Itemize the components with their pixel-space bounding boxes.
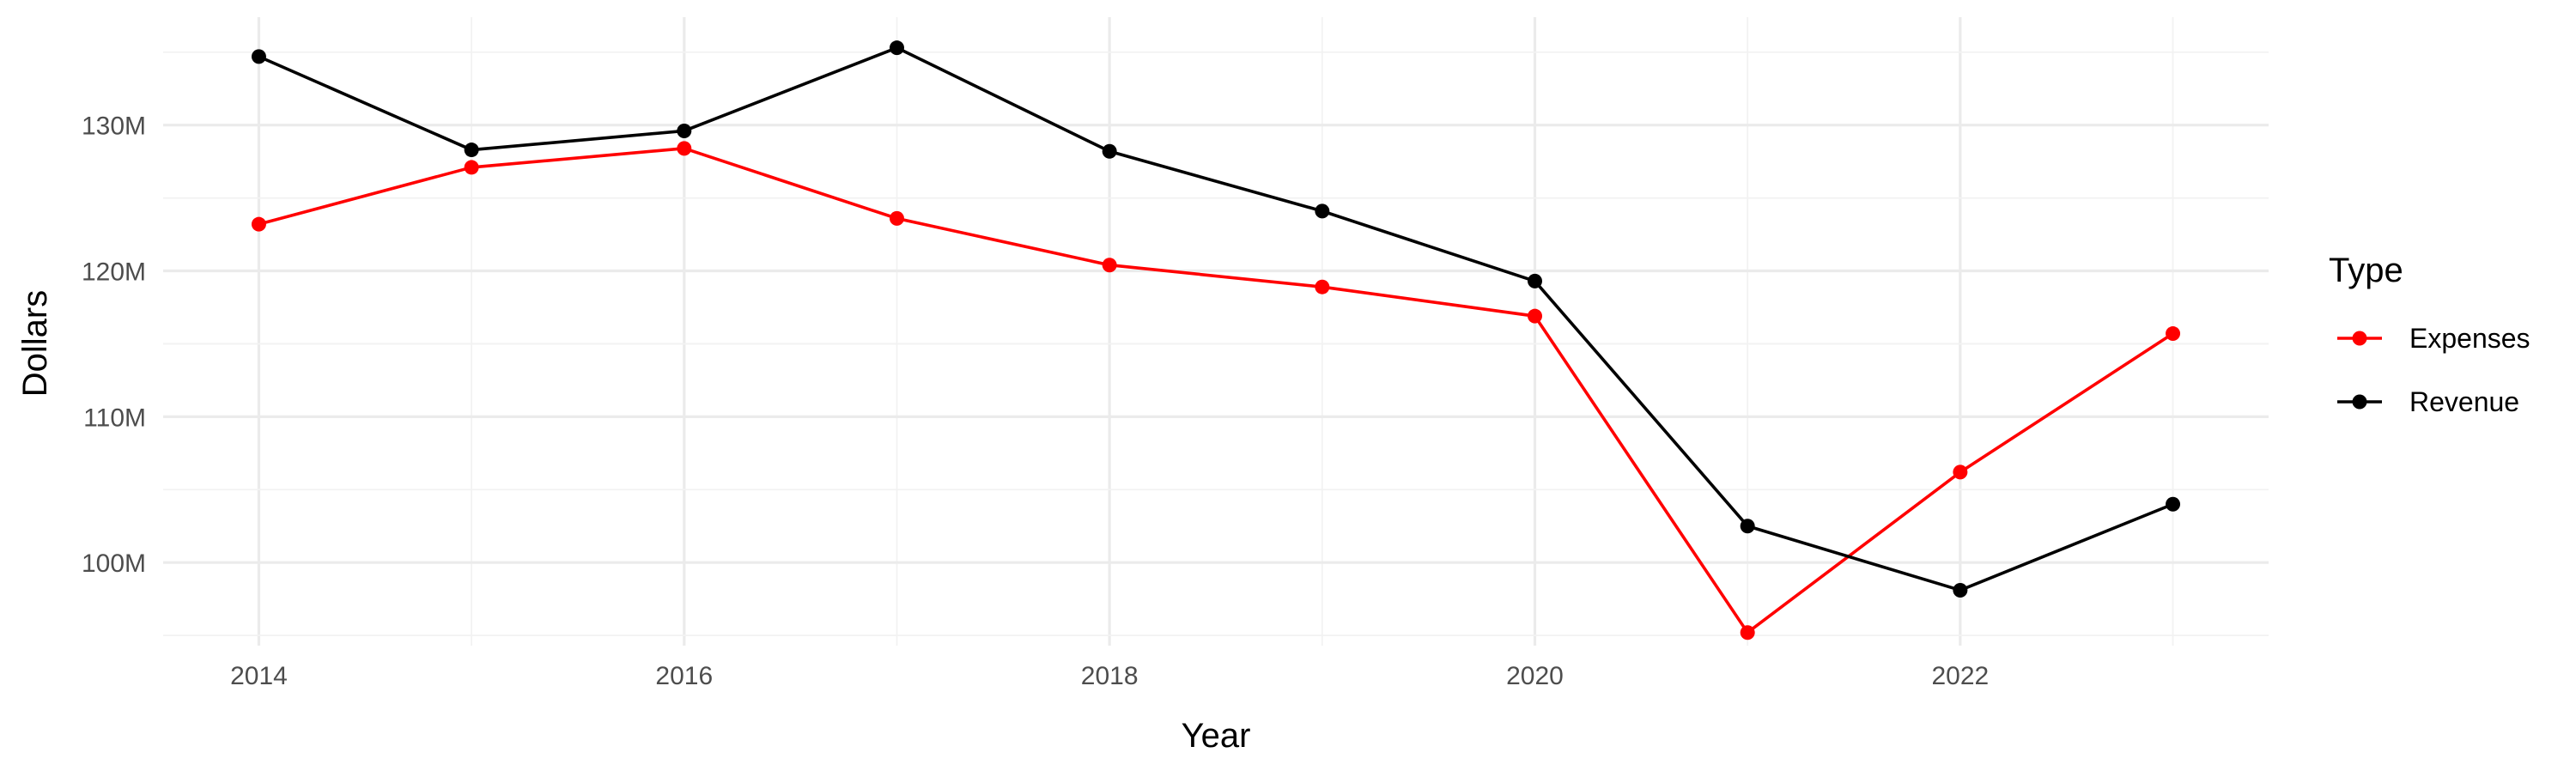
- data-point: [677, 123, 692, 138]
- series-revenue: [251, 40, 2181, 598]
- data-point: [889, 40, 904, 56]
- legend-label: Revenue: [2409, 386, 2519, 417]
- legend-marker: [2352, 331, 2367, 346]
- data-point: [1528, 308, 1543, 324]
- legend-item-expenses: Expenses: [2337, 323, 2530, 354]
- x-axis-ticks: 2014 2016 2018 2020 2022: [230, 662, 1989, 690]
- legend: Type Expenses Revenue: [2329, 252, 2530, 417]
- x-tick-label: 2020: [1506, 662, 1564, 690]
- y-tick-label: 130M: [82, 112, 146, 141]
- data-point: [251, 216, 266, 232]
- legend-label: Expenses: [2409, 323, 2530, 354]
- y-tick-label: 100M: [82, 549, 146, 578]
- x-axis-title: Year: [1182, 717, 1251, 755]
- data-point: [889, 210, 904, 226]
- y-axis-title: Dollars: [16, 290, 54, 397]
- series-line: [258, 147, 2174, 634]
- data-point: [1315, 203, 1330, 219]
- data-point: [1102, 258, 1117, 273]
- x-tick-label: 2018: [1081, 662, 1139, 690]
- data-point: [464, 160, 479, 175]
- legend-item-revenue: Revenue: [2337, 386, 2519, 417]
- legend-marker: [2352, 394, 2367, 410]
- y-axis-ticks: 100M 110M 120M 130M: [82, 112, 146, 579]
- series-line: [258, 46, 2174, 592]
- data-point: [1102, 143, 1117, 159]
- gridlines: [163, 17, 2269, 646]
- data-point: [1740, 625, 1755, 640]
- data-point: [251, 49, 266, 64]
- x-tick-label: 2016: [655, 662, 713, 690]
- data-point: [1528, 273, 1543, 288]
- series-expenses: [251, 141, 2181, 640]
- data-point: [1953, 464, 1968, 480]
- data-point: [2166, 326, 2181, 342]
- data-point: [1953, 582, 1968, 598]
- series-lines: [251, 40, 2181, 640]
- x-tick-label: 2022: [1931, 662, 1989, 690]
- y-tick-label: 120M: [82, 258, 146, 287]
- data-point: [2166, 496, 2181, 512]
- y-tick-label: 110M: [83, 404, 146, 432]
- data-point: [1315, 279, 1330, 294]
- data-point: [464, 143, 479, 158]
- x-tick-label: 2014: [230, 662, 288, 690]
- legend-items: Expenses Revenue: [2337, 323, 2530, 417]
- data-point: [1740, 519, 1755, 534]
- legend-title: Type: [2329, 252, 2403, 289]
- data-point: [677, 141, 692, 156]
